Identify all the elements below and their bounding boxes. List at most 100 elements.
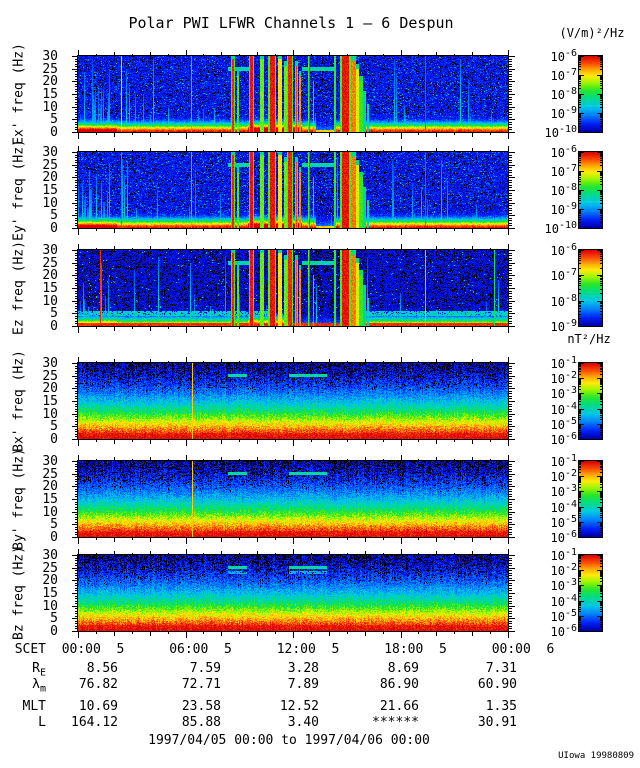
colorbar-tick-label: 10-7 <box>528 267 578 283</box>
colorbar-exponent: -6 <box>564 529 577 540</box>
e-units-label: (V/m)²/Hz <box>559 26 625 40</box>
y-tick-label: 0 <box>50 624 58 639</box>
ephemeris-label-text: λ <box>32 677 40 692</box>
colorbar-tick-label: 10-2 <box>528 468 578 484</box>
ephemeris-row-label: L <box>0 715 46 730</box>
colorbar-exponent: -6 <box>564 144 577 155</box>
ephemeris-value: 1.35 <box>485 699 517 714</box>
x-tick-label: 00:00 5 <box>61 642 125 657</box>
colorbar-base: 10 <box>550 88 565 102</box>
colorbar-tick-label: 10-1 <box>528 453 578 469</box>
credit: UIowa 19980809 <box>558 751 634 761</box>
ephemeris-value: 10.69 <box>78 699 118 714</box>
colorbar-ey <box>571 144 611 236</box>
colorbar-base: 10 <box>550 418 565 432</box>
y-tick-label: 15 <box>42 183 58 198</box>
colorbar-exponent: -1 <box>564 547 577 558</box>
colorbar-base: 10 <box>550 516 565 530</box>
colorbar-exponent: -7 <box>564 67 577 78</box>
colorbar-base: 10 <box>550 433 565 447</box>
y-tick-label: 30 <box>42 49 58 64</box>
colorbar-exponent: -6 <box>564 242 577 253</box>
y-tick-label: 10 <box>42 599 58 614</box>
colorbar-tick-label: 10-6 <box>528 48 578 64</box>
ephemeris-row-r: RE 8.56 7.59 3.28 8.69 7.31 <box>0 661 640 679</box>
ephemeris-label-text: R <box>32 661 40 676</box>
colorbar-exponent: -3 <box>564 385 577 396</box>
colorbar-exponent: -1 <box>564 453 577 464</box>
x-tick-label: 18:00 5 <box>384 642 447 657</box>
y-tick-label: 10 <box>42 100 58 115</box>
colorbar-exponent: -4 <box>564 499 577 510</box>
ephemeris-row-λ: λm 76.82 72.71 7.89 86.90 60.90 <box>0 677 640 695</box>
colorbar-base: 10 <box>550 610 565 624</box>
y-tick-label: 25 <box>42 62 58 77</box>
colorbar-exponent: -6 <box>564 623 577 634</box>
colorbar-base: 10 <box>550 372 565 386</box>
colorbar-base: 10 <box>550 501 565 515</box>
ephemeris-row-l: L 164.12 85.88 3.40 ****** 30.91 <box>0 715 640 730</box>
ephemeris-row-label: SCET <box>0 642 46 657</box>
ephemeris-row-label: MLT <box>0 699 46 714</box>
ephemeris-value: 86.90 <box>379 677 419 692</box>
ephemeris-row-mlt: MLT 10.69 23.58 12.52 21.66 1.35 <box>0 699 640 714</box>
y-tick-label: 10 <box>42 505 58 520</box>
colorbar-tick-label: 10-7 <box>528 67 578 83</box>
colorbar-base: 10 <box>550 549 565 563</box>
colorbar-ez <box>571 242 611 334</box>
colorbar-bz <box>571 547 611 639</box>
spectrogram-ez <box>68 242 518 334</box>
colorbar-tick-label: 10-6 <box>528 529 578 545</box>
colorbar-exponent: -5 <box>564 514 577 525</box>
colorbar-tick-label: 10-6 <box>528 431 578 447</box>
colorbar-tick-label: 10-1 <box>528 547 578 563</box>
colorbar-base: 10 <box>550 470 565 484</box>
y-tick-label: 25 <box>42 256 58 271</box>
colorbar-base: 10 <box>550 184 565 198</box>
ephemeris-value: 21.66 <box>379 699 419 714</box>
colorbar-tick-label: 10-4 <box>528 593 578 609</box>
colorbar-base: 10 <box>550 69 565 83</box>
colorbar-tick-label: 10-3 <box>528 577 578 593</box>
colorbar-tick-label: 10-6 <box>528 623 578 639</box>
ephemeris-row-label: λm <box>0 677 46 695</box>
colorbar-tick-label: 10-2 <box>528 370 578 386</box>
colorbar-tick-label: 10-4 <box>528 401 578 417</box>
ephemeris-label-sub: m <box>39 683 46 695</box>
ephemeris-value: 72.71 <box>181 677 221 692</box>
y-tick-label: 10 <box>42 407 58 422</box>
colorbar-base: 10 <box>550 357 565 371</box>
colorbar-tick-label: 10-2 <box>528 562 578 578</box>
colorbar-base: 10 <box>550 455 565 469</box>
colorbar-base: 10 <box>550 595 565 609</box>
y-tick-label: 15 <box>42 492 58 507</box>
ephemeris-label-text: SCET <box>14 642 46 657</box>
x-tick-label: 06:00 5 <box>169 642 232 657</box>
y-tick-label: 5 <box>50 112 58 127</box>
colorbar-base: 10 <box>550 564 565 578</box>
colorbar-exponent: -4 <box>564 593 577 604</box>
y-tick-label: 0 <box>50 125 58 140</box>
colorbar-tick-label: 10-8 <box>528 86 578 102</box>
y-tick-label: 25 <box>42 467 58 482</box>
ephemeris-label-text: MLT <box>22 699 46 714</box>
colorbar-exponent: -5 <box>564 608 577 619</box>
y-tick-label: 20 <box>42 573 58 588</box>
y-tick-label: 5 <box>50 517 58 532</box>
ephemeris-value: 3.28 <box>287 661 319 676</box>
ephemeris-value: 8.56 <box>86 661 118 676</box>
colorbar-tick-label: 10-5 <box>528 608 578 624</box>
colorbar-exponent: -6 <box>564 431 577 442</box>
colorbar-base: 10 <box>550 625 565 639</box>
y-tick-label: 20 <box>42 74 58 89</box>
colorbar-ex <box>571 48 611 140</box>
colorbar-exponent: -2 <box>564 370 577 381</box>
colorbar-exponent: -8 <box>564 182 577 193</box>
ephemeris-value: 7.59 <box>189 661 221 676</box>
y-tick-label: 30 <box>42 454 58 469</box>
colorbar-tick-label: 10-6 <box>528 144 578 160</box>
colorbar-exponent: -7 <box>564 267 577 278</box>
colorbar-base: 10 <box>550 579 565 593</box>
colorbar-tick-label: 10-10 <box>528 220 577 236</box>
